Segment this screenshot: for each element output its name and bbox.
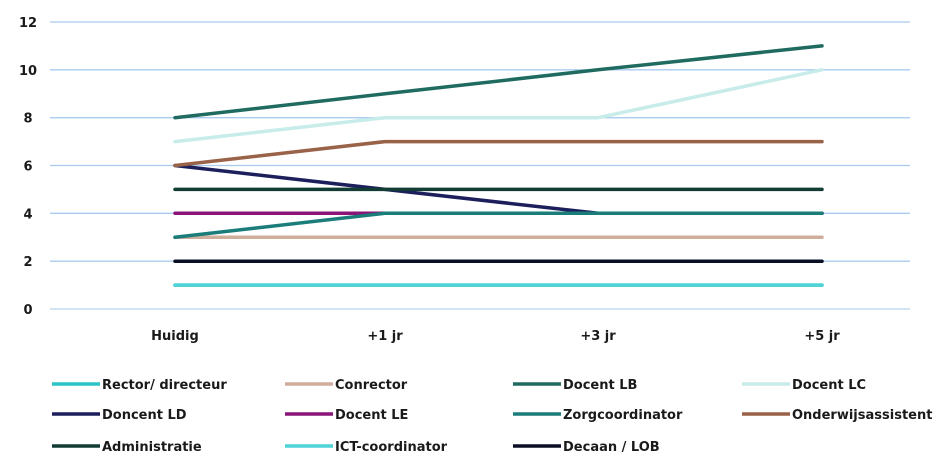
y-tick-label: 4 — [23, 207, 32, 222]
x-tick-label: Huidig — [151, 329, 199, 344]
y-tick-label: 10 — [19, 64, 37, 79]
legend-label: Conrector — [335, 378, 408, 393]
series-line-3 — [173, 68, 824, 144]
legend-label: Onderwijsassistent — [792, 408, 932, 423]
y-tick-label: 0 — [23, 303, 32, 318]
legend-label: Doncent LD — [102, 408, 187, 423]
series-line-2 — [173, 44, 824, 120]
legend-label: Rector/ directeur — [102, 378, 227, 393]
series-line-7 — [173, 139, 824, 168]
legend-label: Decaan / LOB — [563, 440, 660, 454]
series-layer — [173, 44, 824, 287]
legend-label: Docent LE — [335, 408, 408, 423]
legend-label: Administratie — [102, 440, 202, 454]
y-tick-label: 6 — [23, 160, 32, 175]
x-tick-label: +3 jr — [580, 329, 616, 344]
legend-label: ICT-coordinator — [335, 440, 448, 454]
y-tick-label: 2 — [23, 255, 32, 270]
legend-label: Docent LC — [792, 378, 866, 393]
x-tick-label: +1 jr — [367, 329, 403, 344]
legend-label: Docent LB — [563, 378, 637, 393]
series-line-6 — [173, 211, 824, 240]
axis-layer: 0 2 4 6 8 10 12 Huidig +1 jr +3 jr +5 jr — [19, 16, 840, 344]
y-tick-label: 12 — [19, 16, 37, 31]
y-tick-label: 8 — [23, 112, 32, 127]
legend-label: Zorgcoordinator — [563, 408, 683, 423]
legend: Rector/ directeur Conrector Docent LB Docen… — [52, 378, 932, 455]
x-tick-label: +5 jr — [804, 329, 840, 344]
